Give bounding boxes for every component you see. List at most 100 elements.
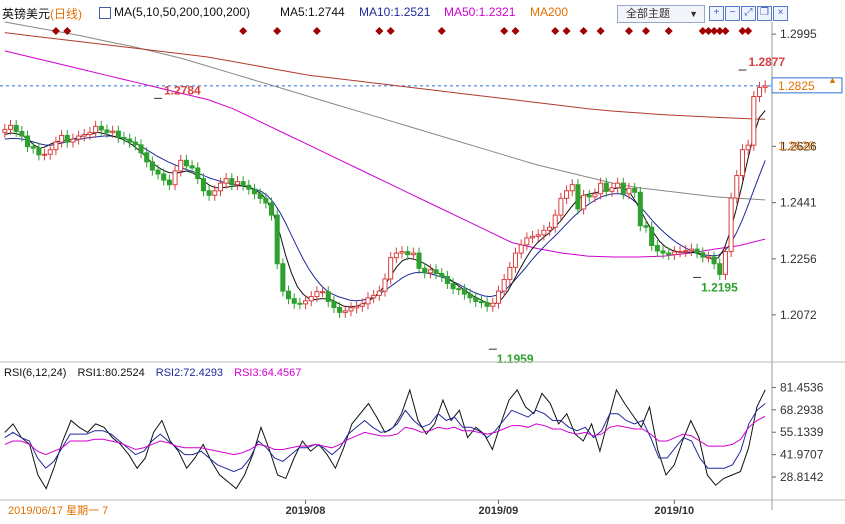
ma-params-label: MA(5,10,50,200,100,200) <box>114 5 251 19</box>
rsi-params-label: RSI(6,12,24) <box>4 367 67 379</box>
candle-down <box>115 130 121 139</box>
close-icon[interactable]: × <box>773 6 788 21</box>
rsi-y-tick-label: 55.1339 <box>780 425 824 439</box>
candle-up <box>399 251 405 254</box>
rsi2-line <box>4 403 766 473</box>
rsi-y-tick-label: 68.2938 <box>780 403 824 417</box>
candle-up <box>762 85 768 88</box>
candle-down <box>467 293 473 299</box>
price-annotation: 1.2877 <box>748 55 785 69</box>
candle-up <box>592 193 598 198</box>
candle-up <box>87 131 93 136</box>
candle-up <box>371 294 377 299</box>
candle-up <box>303 300 309 305</box>
candle-down <box>286 290 292 300</box>
resize-icon[interactable]: ⤢ <box>741 6 756 21</box>
candle-up <box>342 310 348 313</box>
candle-up <box>541 229 547 236</box>
candle-down <box>30 146 36 149</box>
x-axis-label: 2019/06/17 星期一 7 <box>8 504 108 517</box>
price-y-tick-label: 1.2626 <box>780 139 817 153</box>
plus-icon[interactable]: + <box>709 6 724 21</box>
candle-down <box>439 272 445 278</box>
candle-down <box>189 165 195 169</box>
candle-up <box>308 296 314 302</box>
candle-up <box>365 297 371 305</box>
event-marker-icon <box>579 27 588 35</box>
price-y-tick-label: 1.2256 <box>780 252 817 266</box>
event-marker-icon <box>596 27 605 35</box>
candle-up <box>507 266 513 281</box>
event-marker-icon <box>715 27 724 35</box>
current-price-badge <box>771 77 843 94</box>
candle-up <box>7 124 14 130</box>
period-label[interactable]: (日线) <box>50 7 82 21</box>
candle-up <box>234 181 241 186</box>
minus-icon[interactable]: − <box>725 6 740 21</box>
candle-up <box>2 128 8 133</box>
candle-down <box>717 263 723 275</box>
candle-down <box>660 250 666 254</box>
event-marker-icon <box>273 27 282 35</box>
candle-up <box>376 290 382 296</box>
candle-down <box>484 302 490 307</box>
rsi1-line <box>4 388 766 490</box>
candle-up <box>223 178 229 184</box>
candle-down <box>206 190 212 196</box>
ma-settings-icon[interactable] <box>99 7 111 19</box>
event-marker-icon <box>511 27 520 35</box>
instrument-name: 英镑美元 <box>2 7 51 21</box>
candle-up <box>671 251 677 256</box>
candle-up <box>348 307 354 312</box>
candle-down <box>700 252 706 258</box>
candle-down <box>274 214 280 265</box>
candle-up <box>314 291 320 298</box>
chevron-down-icon: ▼ <box>689 9 698 19</box>
restore-icon[interactable]: ❐ <box>757 6 772 21</box>
candle-down <box>649 226 655 246</box>
candle-up <box>677 251 683 254</box>
candle-up <box>569 184 575 192</box>
candle-down <box>166 179 172 186</box>
candle-down <box>229 178 235 186</box>
event-marker-icon <box>704 27 713 35</box>
candle-down <box>473 297 479 302</box>
candle-down <box>149 161 155 171</box>
theme-dropdown[interactable]: 全部主题 ▼ <box>617 5 705 23</box>
current-price-label: 1.2825 <box>778 79 815 93</box>
candle-down <box>127 138 133 143</box>
candle-up <box>354 305 360 309</box>
candle-down <box>620 182 626 195</box>
event-marker-icon <box>744 27 753 35</box>
candle-down <box>405 251 411 256</box>
ma5-value: MA5:1.2744 <box>280 5 345 19</box>
current-price-arrow: ▲ <box>828 75 837 85</box>
candle-down <box>337 307 343 313</box>
candle-up <box>495 290 502 304</box>
candle-down <box>297 302 303 305</box>
candle-down <box>280 263 286 292</box>
candle-up <box>518 244 524 254</box>
candle-down <box>632 187 638 193</box>
candle-up <box>388 257 394 280</box>
candle-down <box>586 194 592 198</box>
candle-up <box>427 269 433 274</box>
x-axis-label: 2019/08 <box>286 505 326 517</box>
event-marker-icon <box>551 27 560 35</box>
candle-down <box>183 159 189 167</box>
candle-up <box>217 182 223 192</box>
candle-down <box>575 184 581 210</box>
candle-up <box>745 144 751 151</box>
candle-down <box>144 152 150 163</box>
candle-down <box>98 125 104 131</box>
candle-down <box>637 191 643 227</box>
event-marker-icon <box>562 27 571 35</box>
rsi-y-tick-label: 28.8142 <box>780 470 824 484</box>
candle-down <box>19 130 25 137</box>
candle-up <box>212 190 218 196</box>
candle-down <box>643 225 649 228</box>
candle-up <box>70 138 76 143</box>
rsi-header: RSI(6,12,24) RSI1:80.2524 RSI2:72.4293 R… <box>4 367 309 379</box>
candle-up <box>524 237 530 246</box>
rsi2-value: RSI2:72.4293 <box>155 367 224 379</box>
